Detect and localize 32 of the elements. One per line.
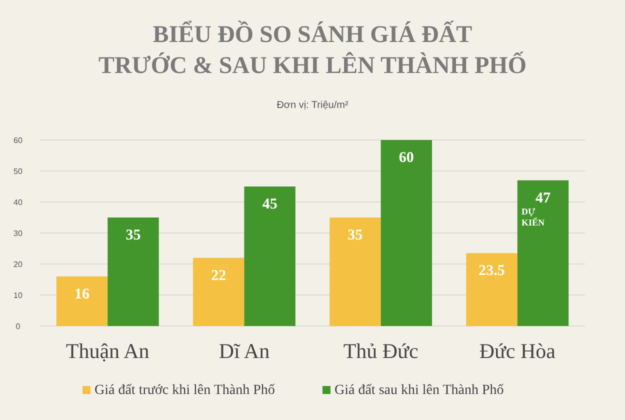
bar (108, 218, 159, 326)
y-tick-label: 60 (14, 136, 23, 145)
data-label: 16 (74, 286, 90, 302)
x-tick-label: Thuận An (66, 339, 150, 363)
x-tick-label: Dĩ An (218, 339, 270, 363)
annotation: DỰ KIẾN (521, 206, 545, 228)
y-tick-label: 30 (14, 229, 23, 238)
data-label: 60 (398, 150, 414, 166)
x-tick-label: Thủ Đức (343, 339, 418, 363)
bar (517, 180, 569, 326)
bar (56, 276, 108, 326)
chart-subtitle: Đơn vị: Triệu/m² (276, 100, 349, 111)
data-label: 47 (536, 190, 551, 206)
data-label: 23.5 (478, 263, 505, 280)
bar (380, 140, 432, 326)
data-label: 35 (126, 228, 141, 244)
data-label: 45 (262, 196, 278, 212)
y-tick-label: 0 (16, 322, 21, 331)
bar (330, 218, 381, 326)
y-tick-label: 20 (14, 260, 23, 269)
data-label: 22 (211, 268, 226, 284)
bar (244, 186, 296, 326)
bar (192, 258, 244, 326)
legend-label: Giá đất trước khi lên Thành Phố (94, 383, 275, 398)
chart-title: BIỂU ĐỒ SO SÁNH GIÁ ĐẤT TRƯỚC & SAU KHI LÊN THÀNH PHỐ (98, 20, 527, 79)
y-tick-label: 10 (14, 291, 23, 300)
data-label: 35 (348, 228, 363, 244)
bar (466, 253, 518, 326)
y-tick-label: 50 (14, 167, 23, 176)
legend-label: Giá đất sau khi lên Thành Phố (334, 383, 504, 398)
x-tick-label: Đức Hòa (479, 339, 556, 363)
y-tick-label: 40 (14, 198, 23, 207)
